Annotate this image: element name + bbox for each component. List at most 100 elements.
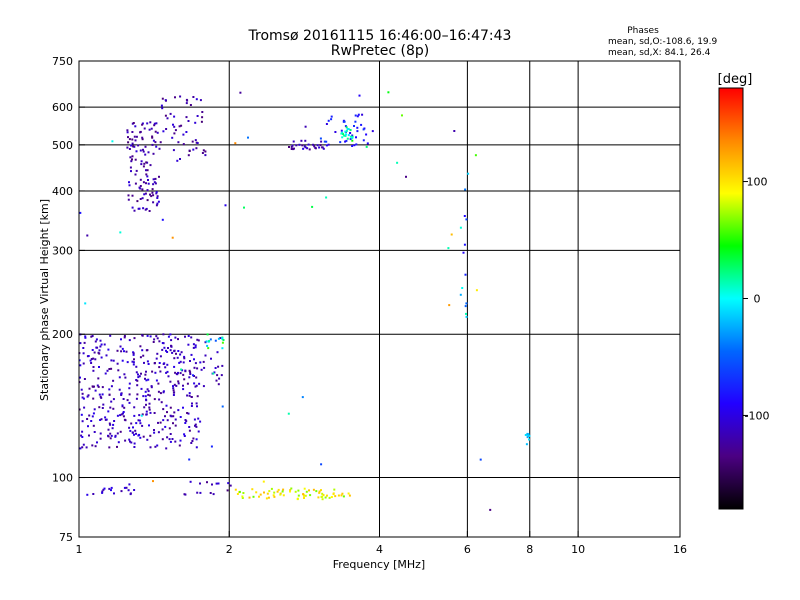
data-point	[88, 414, 91, 417]
data-point	[162, 342, 165, 345]
data-point	[155, 204, 158, 207]
data-point	[146, 388, 149, 391]
data-point	[320, 140, 323, 143]
data-point	[80, 388, 83, 391]
data-point	[177, 380, 180, 383]
data-point	[88, 434, 90, 437]
data-point	[527, 433, 530, 436]
data-point	[164, 114, 167, 117]
data-point	[92, 424, 95, 427]
data-point	[81, 436, 84, 438]
data-point	[121, 347, 124, 350]
data-point	[157, 200, 160, 203]
data-point	[185, 420, 188, 423]
data-point	[129, 492, 132, 495]
data-point	[326, 494, 328, 497]
data-point	[107, 428, 110, 431]
data-point	[145, 173, 148, 176]
data-point	[164, 366, 167, 369]
data-point	[97, 385, 100, 388]
data-point	[340, 494, 343, 497]
data-point	[169, 406, 172, 409]
data-point	[276, 490, 279, 493]
data-point	[134, 429, 137, 432]
data-point	[189, 371, 192, 374]
data-point	[214, 367, 217, 369]
data-point	[186, 412, 189, 414]
data-point	[296, 498, 299, 501]
data-point	[131, 131, 134, 133]
data-point	[194, 346, 197, 349]
data-point	[179, 416, 182, 418]
data-point	[188, 458, 191, 461]
colorbar-ticks: 100 0 -100	[743, 176, 769, 422]
data-point	[100, 396, 103, 399]
data-point	[178, 125, 181, 128]
data-point	[199, 361, 202, 364]
data-point	[151, 143, 154, 146]
colorbar-tick-label: 0	[754, 293, 761, 306]
data-point	[324, 496, 327, 499]
data-point	[145, 182, 147, 185]
data-point	[217, 383, 220, 386]
data-point	[107, 348, 110, 351]
data-point	[322, 494, 325, 496]
data-point	[135, 379, 138, 381]
data-point	[129, 166, 132, 169]
data-point	[216, 351, 219, 354]
data-point	[347, 492, 350, 495]
y-ticks: 75 100 200 300 400 500 600 750	[52, 55, 85, 544]
data-point	[168, 427, 171, 430]
data-point	[126, 129, 129, 132]
data-point	[196, 491, 199, 494]
data-point	[243, 206, 245, 209]
data-point	[251, 488, 254, 491]
data-point	[119, 414, 122, 417]
data-point	[90, 358, 93, 360]
chart-title: Tromsø 20161115 16:46:00–16:47:43	[248, 28, 512, 44]
data-point	[366, 142, 369, 145]
data-point	[134, 125, 137, 128]
data-point	[201, 111, 204, 113]
data-point	[291, 144, 294, 147]
data-point	[179, 439, 182, 442]
y-tick-label: 500	[52, 139, 73, 152]
data-point	[140, 372, 142, 375]
data-point	[302, 147, 305, 150]
data-point	[131, 155, 134, 158]
data-point	[191, 440, 194, 442]
data-point	[91, 415, 94, 418]
data-point	[136, 200, 139, 203]
data-point	[78, 359, 81, 362]
data-point	[193, 418, 196, 421]
data-point	[133, 358, 135, 361]
data-point	[139, 185, 142, 187]
y-tick-label: 400	[52, 185, 73, 198]
data-point	[84, 336, 87, 339]
data-point	[144, 377, 146, 380]
data-point	[112, 407, 115, 410]
data-point	[157, 390, 160, 393]
data-point	[189, 104, 192, 106]
data-point	[187, 343, 190, 346]
data-point	[525, 443, 528, 446]
data-point	[99, 345, 102, 348]
data-point	[303, 497, 305, 499]
data-point	[279, 493, 282, 496]
data-point	[165, 349, 167, 352]
data-point	[128, 401, 131, 404]
x-ticks: 1 2 4 6 8 10 16	[76, 531, 687, 556]
data-point	[120, 392, 123, 395]
data-point	[133, 446, 136, 448]
data-point	[200, 368, 203, 371]
data-point	[165, 371, 168, 374]
data-point	[172, 422, 174, 425]
data-point	[189, 480, 192, 483]
data-point	[133, 135, 136, 138]
data-point	[183, 355, 186, 358]
data-point	[150, 386, 153, 389]
data-point	[154, 182, 157, 185]
data-point	[134, 158, 137, 161]
data-point	[182, 373, 185, 376]
stats-heading: Phases	[627, 26, 659, 36]
